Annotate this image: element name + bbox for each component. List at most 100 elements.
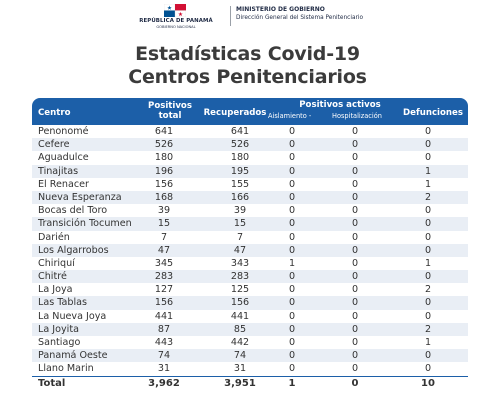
cell-recuperados: 195: [230, 165, 250, 177]
cell-defunciones: 2: [424, 284, 432, 296]
cell-centro: La Nueva Joya: [38, 310, 107, 322]
cell-recuperados: 180: [230, 152, 250, 164]
header-defunciones: Defunciones: [403, 108, 463, 118]
cell-centro: Darién: [38, 231, 70, 243]
cell-centro: Chiriquí: [38, 257, 75, 269]
table-row: Tinajitas 196 195 0 0 1: [32, 164, 468, 178]
cell-aislamiento: 0: [288, 165, 296, 177]
cell-defunciones: 1: [424, 257, 432, 269]
cell-recuperados: 156: [230, 297, 250, 309]
cell-hospitalizacion: 0: [351, 139, 359, 151]
total-defunciones: 10: [421, 377, 435, 389]
ministry-name: MINISTERIO DE GOBIERNO: [236, 6, 325, 13]
cell-aislamiento: 0: [288, 271, 296, 283]
header-positivos-total: Positivos total: [140, 101, 200, 121]
cell-positivos: 87: [157, 323, 171, 335]
cell-positivos: 441: [154, 310, 174, 322]
cell-defunciones: 0: [424, 218, 432, 230]
cell-positivos: 31: [157, 363, 171, 375]
cell-recuperados: 85: [233, 323, 247, 335]
cell-hospitalizacion: 0: [351, 178, 359, 190]
cell-recuperados: 74: [233, 350, 247, 362]
table-row: Las Tablas 156 156 0 0 0: [32, 296, 468, 310]
cell-defunciones: 1: [424, 337, 432, 348]
table-row: Panamá Oeste 74 74 0 0 0: [32, 349, 468, 363]
panama-flag-icon: [164, 4, 186, 17]
page-title: Estadísticas Covid-19: [135, 43, 360, 65]
cell-centro: Panamá Oeste: [38, 350, 108, 362]
cell-hospitalizacion: 0: [351, 337, 359, 348]
stats-table: Centro Positivos total Recuperados Posit…: [32, 98, 468, 390]
table-row: Llano Marin 31 31 0 0 0: [32, 362, 468, 375]
cell-positivos: 74: [157, 350, 171, 362]
table-row: Bocas del Toro 39 39 0 0 0: [32, 204, 468, 217]
cell-positivos: 283: [154, 271, 174, 283]
cell-hospitalizacion: 0: [351, 244, 359, 256]
logo-government-text: GOBIERNO NACIONAL: [156, 25, 196, 29]
cell-recuperados: 15: [233, 218, 247, 230]
cell-centro: La Joyita: [38, 323, 79, 335]
cell-positivos: 443: [154, 337, 174, 348]
cell-positivos: 345: [154, 257, 174, 269]
cell-defunciones: 0: [424, 310, 432, 322]
cell-centro: Aguadulce: [38, 152, 89, 164]
cell-defunciones: 2: [424, 191, 432, 203]
cell-defunciones: 2: [424, 323, 432, 335]
panama-government-logo: REPÚBLICA DE PANAMÁ GOBIERNO NACIONAL: [128, 4, 224, 30]
cell-recuperados: 641: [230, 126, 250, 137]
cell-defunciones: 0: [424, 139, 432, 151]
cell-hospitalizacion: 0: [351, 257, 359, 269]
cell-aislamiento: 0: [288, 297, 296, 309]
cell-positivos: 180: [154, 152, 174, 164]
cell-centro: Penonomé: [38, 126, 89, 137]
table-row: Santiago 443 442 0 0 1: [32, 336, 468, 349]
cell-positivos: 7: [160, 231, 168, 243]
cell-recuperados: 155: [230, 178, 250, 190]
header-divider: [230, 6, 231, 26]
table-row: Transición Tocumen 15 15 0 0 0: [32, 217, 468, 231]
header-aislamiento: Aislamiento -: [268, 112, 312, 120]
cell-aislamiento: 0: [288, 363, 296, 375]
cell-centro: Chitré: [38, 271, 67, 283]
cell-centro: Santiago: [38, 337, 81, 348]
table-row: Los Algarrobos 47 47 0 0 0: [32, 243, 468, 257]
cell-defunciones: 1: [424, 165, 432, 177]
cell-aislamiento: 0: [288, 284, 296, 296]
cell-aislamiento: 0: [288, 205, 296, 217]
cell-positivos: 156: [154, 297, 174, 309]
table-row: Aguadulce 180 180 0 0 0: [32, 151, 468, 164]
cell-centro: Los Algarrobos: [38, 244, 109, 256]
header-positivos-line1: Positivos: [148, 101, 192, 111]
table-row: Penonomé 641 641 0 0 0: [32, 125, 468, 138]
header-positivos-activos: Positivos activos: [299, 100, 381, 110]
table-row: Chiriquí 345 343 1 0 1: [32, 257, 468, 270]
cell-recuperados: 7: [236, 231, 244, 243]
cell-recuperados: 283: [230, 271, 250, 283]
cell-hospitalizacion: 0: [351, 284, 359, 296]
header-positivos-line2: total: [158, 111, 182, 121]
cell-recuperados: 442: [230, 337, 250, 348]
cell-aislamiento: 0: [288, 218, 296, 230]
cell-defunciones: 0: [424, 297, 432, 309]
cell-positivos: 47: [157, 244, 171, 256]
ministry-department: Dirección General del Sistema Penitencia…: [236, 15, 364, 21]
cell-aislamiento: 0: [288, 310, 296, 322]
cell-defunciones: 0: [424, 205, 432, 217]
cell-positivos: 641: [154, 126, 174, 137]
cell-defunciones: 0: [424, 271, 432, 283]
cell-defunciones: 0: [424, 244, 432, 256]
cell-hospitalizacion: 0: [351, 126, 359, 137]
cell-centro: Tinajitas: [38, 165, 79, 177]
table-row: Nueva Esperanza 168 166 0 0 2: [32, 190, 468, 205]
cell-centro: Nueva Esperanza: [38, 191, 122, 203]
table-row: Cefere 526 526 0 0 0: [32, 138, 468, 152]
cell-aislamiento: 0: [288, 139, 296, 151]
cell-hospitalizacion: 0: [351, 363, 359, 375]
table-row: Chitré 283 283 0 0 0: [32, 270, 468, 284]
table-header: Centro Positivos total Recuperados Posit…: [32, 98, 468, 125]
table-row: La Nueva Joya 441 441 0 0 0: [32, 310, 468, 323]
page-header: REPÚBLICA DE PANAMÁ GOBIERNO NACIONAL MI…: [0, 0, 495, 30]
total-positivos: 3,962: [148, 377, 180, 389]
table-body: Penonomé 641 641 0 0 0 Cefere 526 526 0 0 0 Aguadulc…: [32, 125, 468, 376]
page-subtitle: Centros Penitenciarios: [128, 66, 367, 88]
